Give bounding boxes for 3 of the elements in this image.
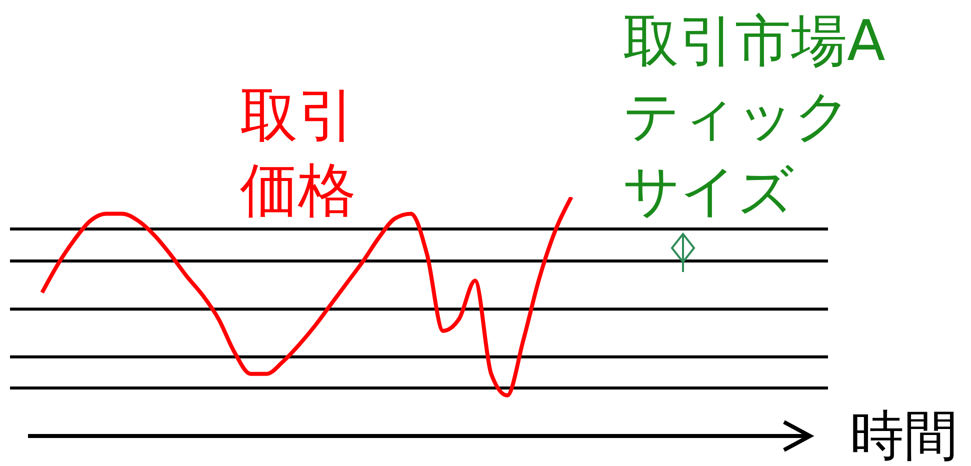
x-axis-title: 時間 bbox=[850, 404, 958, 466]
annotation: 取引市場Aティックサイズ bbox=[623, 8, 886, 226]
series-label: 取引価格 bbox=[240, 80, 357, 226]
